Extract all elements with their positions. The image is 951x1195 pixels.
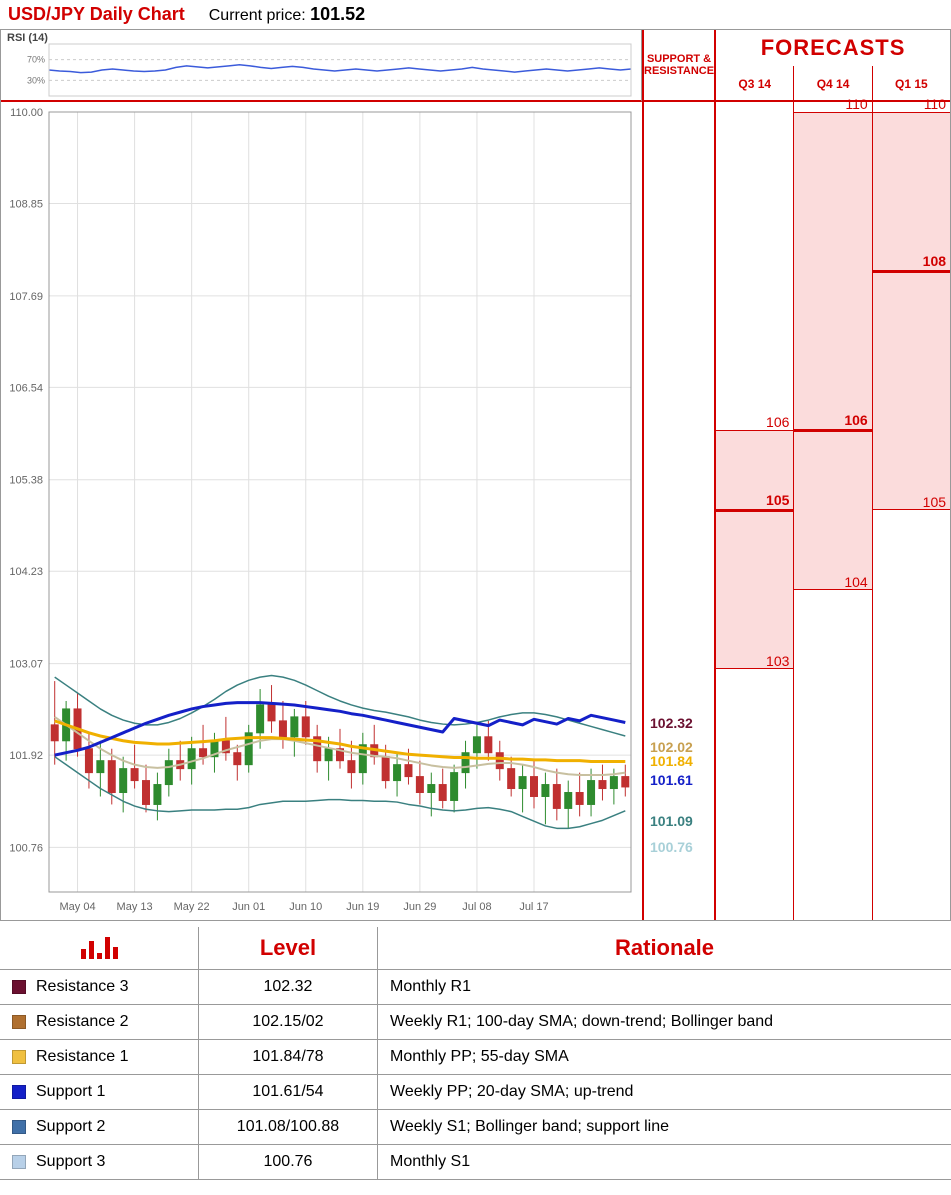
forecast-value: 110 [845, 96, 867, 112]
table-row: Support 3100.76Monthly S1 [0, 1145, 951, 1180]
row-level: 101.61/54 [198, 1075, 377, 1110]
svg-text:May 22: May 22 [174, 901, 210, 913]
rsi-panel: RSI (14) 70% 30% [1, 30, 642, 102]
price-chart: 110.00 108.85 107.69 106.54 105.38 104.23 103.… [1, 102, 642, 920]
sr-level-label: 100.76 [650, 839, 693, 855]
forecast-value: 103 [766, 653, 789, 669]
svg-text:Jun 01: Jun 01 [232, 901, 265, 913]
forecast-median-line [716, 509, 793, 512]
row-rationale: Monthly PP; 55-day SMA [378, 1040, 951, 1075]
forecast-column: 106 103 105 [716, 102, 793, 920]
svg-text:Jun 29: Jun 29 [403, 901, 436, 913]
svg-text:May 13: May 13 [117, 901, 153, 913]
row-rationale: Monthly R1 [378, 970, 951, 1005]
table-row: Support 2101.08/100.88Weekly S1; Bolling… [0, 1110, 951, 1145]
svg-text:101.92: 101.92 [9, 750, 43, 762]
forecast-value: 108 [923, 253, 946, 269]
col-level: Level [198, 927, 377, 970]
forecast-quarter-label: Q3 14 [716, 66, 793, 102]
svg-text:104.23: 104.23 [9, 566, 43, 578]
rsi-label: RSI (14) [7, 32, 48, 44]
forecasts-title: FORECASTS [716, 30, 950, 66]
svg-text:Jul 08: Jul 08 [462, 901, 491, 913]
row-name: Resistance 3 [0, 970, 198, 1005]
row-name: Support 2 [0, 1110, 198, 1145]
row-rationale: Monthly S1 [378, 1145, 951, 1180]
svg-text:105.38: 105.38 [9, 475, 43, 487]
forecast-band [873, 112, 950, 510]
table-row: Support 1101.61/54Weekly PP; 20-day SMA;… [0, 1075, 951, 1110]
svg-text:May 04: May 04 [59, 901, 95, 913]
sr-level-label: 101.09 [650, 813, 693, 829]
color-swatch [12, 1120, 26, 1134]
forecast-column: 110105108 [872, 102, 950, 920]
table-row: Resistance 2102.15/02Weekly R1; 100-day … [0, 1005, 951, 1040]
row-name: Support 3 [0, 1145, 198, 1180]
forecast-median-line [794, 429, 871, 432]
sr-header: SUPPORT & RESISTANCE [644, 30, 714, 102]
sr-level-label: 102.32 [650, 715, 693, 731]
svg-text:70%: 70% [27, 55, 45, 65]
forecast-band [794, 112, 871, 590]
svg-text:30%: 30% [27, 75, 45, 85]
sr-level-label: 101.84 [650, 753, 693, 769]
forecast-band [716, 430, 793, 669]
row-name: Resistance 2 [0, 1005, 198, 1040]
sr-level-label: 101.61 [650, 772, 693, 788]
svg-text:110.00: 110.00 [10, 107, 43, 119]
forecast-value: 106 [844, 412, 867, 428]
color-swatch [12, 980, 26, 994]
row-rationale: Weekly S1; Bollinger band; support line [378, 1110, 951, 1145]
svg-text:100.76: 100.76 [9, 842, 43, 854]
svg-text:Jun 19: Jun 19 [346, 901, 379, 913]
row-level: 101.84/78 [198, 1040, 377, 1075]
row-name: Resistance 1 [0, 1040, 198, 1075]
color-swatch [12, 1155, 26, 1169]
forecast-median-line [873, 270, 950, 273]
chart-title: USD/JPY Daily Chart [8, 4, 185, 25]
bars-icon [0, 927, 198, 970]
color-swatch [12, 1015, 26, 1029]
col-rationale: Rationale [378, 927, 951, 970]
color-swatch [12, 1050, 26, 1064]
svg-text:108.85: 108.85 [9, 199, 43, 211]
svg-text:106.54: 106.54 [9, 382, 43, 394]
forecast-value: 105 [923, 494, 946, 510]
svg-text:103.07: 103.07 [9, 659, 43, 671]
forecast-value: 104 [844, 574, 867, 590]
svg-text:Jul 17: Jul 17 [519, 901, 548, 913]
row-rationale: Weekly R1; 100-day SMA; down-trend; Boll… [378, 1005, 951, 1040]
svg-text:107.69: 107.69 [9, 291, 43, 303]
table-row: Resistance 3102.32Monthly R1 [0, 970, 951, 1005]
sr-table: Level Rationale Resistance 3102.32Monthl… [0, 927, 951, 1180]
current-price-value: 101.52 [310, 4, 365, 24]
forecast-column: 110104106 [793, 102, 871, 920]
row-level: 101.08/100.88 [198, 1110, 377, 1145]
forecast-value: 110 [924, 96, 946, 112]
svg-text:Jun 10: Jun 10 [289, 901, 322, 913]
row-level: 102.32 [198, 970, 377, 1005]
row-level: 100.76 [198, 1145, 377, 1180]
forecast-value: 106 [766, 414, 789, 430]
forecast-value: 105 [766, 492, 789, 508]
table-row: Resistance 1101.84/78Monthly PP; 55-day … [0, 1040, 951, 1075]
row-level: 102.15/02 [198, 1005, 377, 1040]
row-name: Support 1 [0, 1075, 198, 1110]
row-rationale: Weekly PP; 20-day SMA; up-trend [378, 1075, 951, 1110]
current-price-label: Current price: [209, 7, 306, 24]
color-swatch [12, 1085, 26, 1099]
